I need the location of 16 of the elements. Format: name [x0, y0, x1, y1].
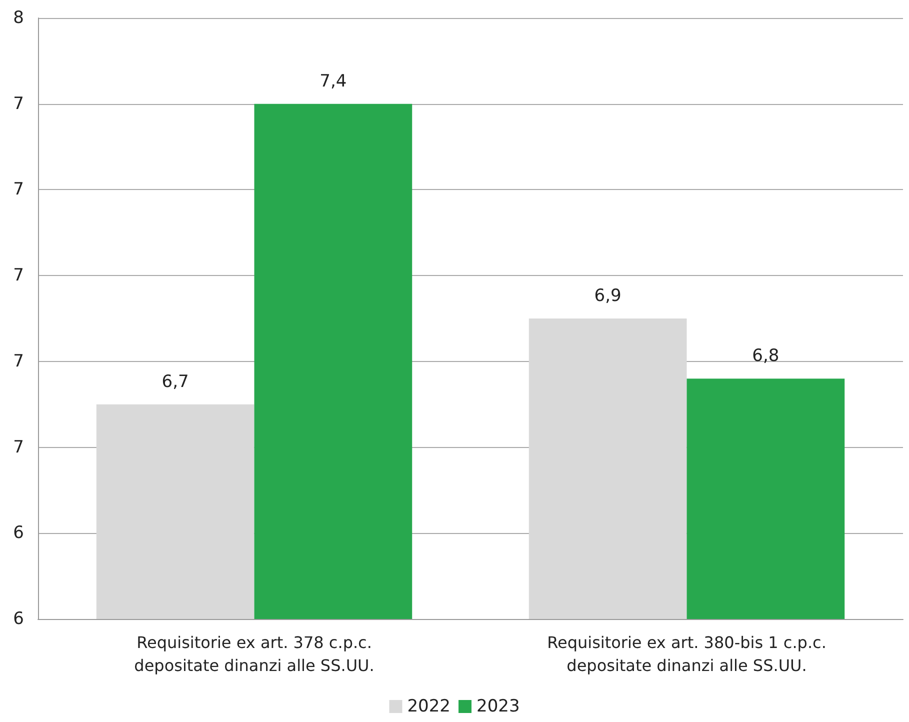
data-label: 7,4 — [320, 71, 347, 92]
data-label: 6,7 — [162, 372, 189, 392]
y-tick-label: 7 — [13, 437, 24, 458]
data-label: 6,8 — [752, 346, 780, 366]
y-tick-label: 8 — [13, 8, 24, 28]
x-tick-label: Requisitorie ex art. 380-bis 1 c.p.c. depositate dinanzi alle SS.UU. — [547, 633, 826, 675]
y-tick-label: 6 — [13, 523, 24, 544]
y-tick-label: 7 — [13, 266, 24, 286]
legend-label: 2022 — [407, 696, 450, 716]
data-label: 6,9 — [594, 286, 622, 306]
legend-label: 2023 — [476, 696, 520, 716]
y-tick-label: 7 — [13, 94, 24, 114]
x-tick-label: Requisitorie ex art. 378 c.p.c. depositate dinanzi alle SS.UU. — [134, 633, 374, 675]
y-tick-label: 6 — [13, 609, 24, 629]
y-tick-label: 7 — [13, 351, 24, 372]
y-tick-label: 7 — [13, 180, 24, 200]
